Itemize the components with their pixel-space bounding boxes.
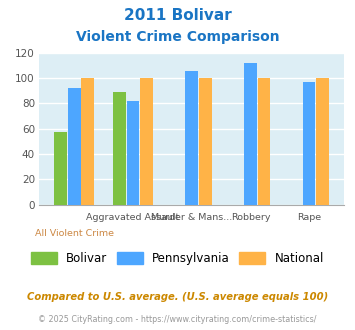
Text: Murder & Mans...: Murder & Mans... bbox=[151, 213, 232, 222]
Bar bbox=[199, 78, 212, 205]
Bar bbox=[54, 132, 67, 205]
Bar bbox=[140, 78, 153, 205]
Text: © 2025 CityRating.com - https://www.cityrating.com/crime-statistics/: © 2025 CityRating.com - https://www.city… bbox=[38, 315, 317, 324]
Text: Compared to U.S. average. (U.S. average equals 100): Compared to U.S. average. (U.S. average … bbox=[27, 292, 328, 302]
Bar bbox=[258, 78, 270, 205]
Text: All Violent Crime: All Violent Crime bbox=[35, 229, 114, 238]
Text: Violent Crime Comparison: Violent Crime Comparison bbox=[76, 30, 279, 44]
Bar bbox=[113, 92, 126, 205]
Bar bbox=[127, 101, 139, 205]
Bar bbox=[303, 82, 316, 205]
Text: 2011 Bolivar: 2011 Bolivar bbox=[124, 8, 231, 23]
Text: Robbery: Robbery bbox=[231, 213, 270, 222]
Bar bbox=[185, 71, 198, 205]
Legend: Bolivar, Pennsylvania, National: Bolivar, Pennsylvania, National bbox=[26, 247, 329, 270]
Bar bbox=[68, 88, 81, 205]
Bar bbox=[316, 78, 329, 205]
Bar bbox=[244, 63, 257, 205]
Bar bbox=[81, 78, 94, 205]
Text: Aggravated Assault: Aggravated Assault bbox=[86, 213, 180, 222]
Text: Rape: Rape bbox=[297, 213, 321, 222]
